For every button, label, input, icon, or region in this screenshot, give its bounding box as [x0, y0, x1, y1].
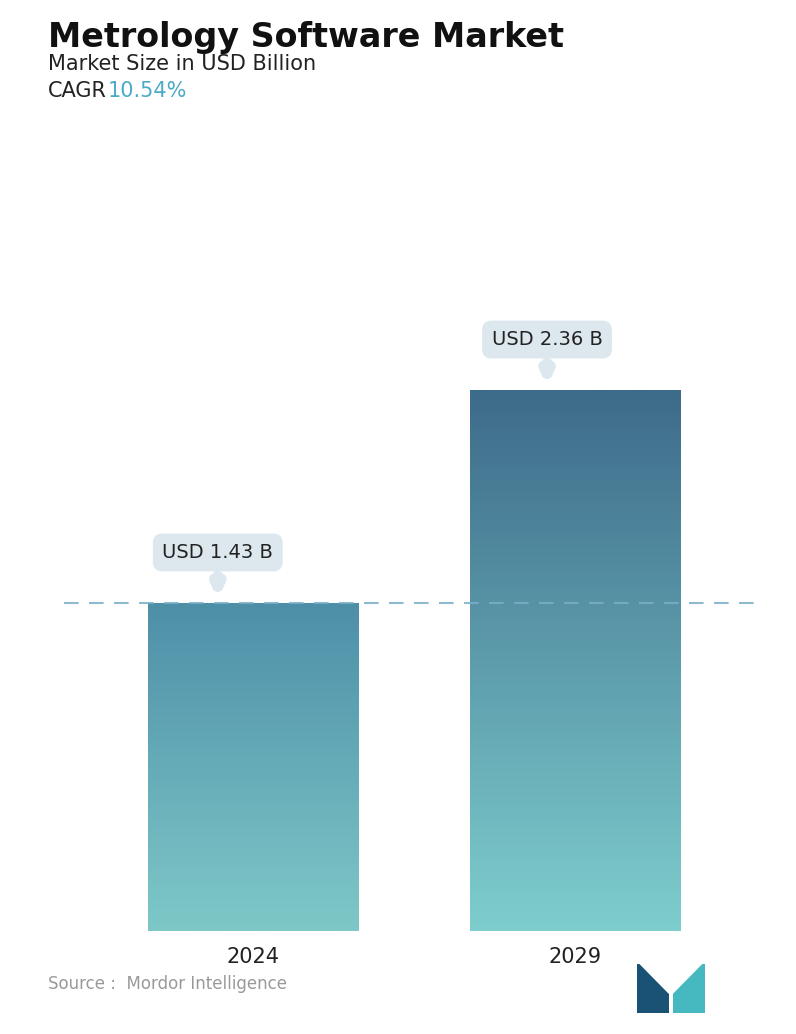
- Text: CAGR: CAGR: [48, 81, 107, 100]
- Text: Market Size in USD Billion: Market Size in USD Billion: [48, 54, 316, 73]
- Text: USD 2.36 B: USD 2.36 B: [492, 330, 603, 349]
- Text: USD 1.43 B: USD 1.43 B: [162, 543, 273, 561]
- Text: Source :  Mordor Intelligence: Source : Mordor Intelligence: [48, 975, 287, 994]
- Text: Metrology Software Market: Metrology Software Market: [48, 21, 564, 54]
- Text: 10.54%: 10.54%: [107, 81, 187, 100]
